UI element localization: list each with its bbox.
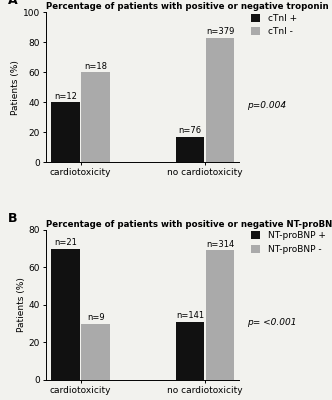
Bar [51,102,80,162]
Text: n=21: n=21 [54,238,77,247]
Legend: NT-proBNP +, NT-proBNP -: NT-proBNP +, NT-proBNP - [251,231,325,254]
Text: B: B [8,212,18,225]
Text: n=141: n=141 [176,311,204,320]
Bar [176,322,204,380]
Text: n=9: n=9 [87,313,105,322]
Bar [206,250,234,380]
Text: p= <0.001: p= <0.001 [247,318,296,328]
Bar [81,72,110,162]
Text: n=379: n=379 [206,27,234,36]
Y-axis label: Patients (%): Patients (%) [17,278,26,332]
Text: Percentage of patients with positive or negative NT-proBNP: Percentage of patients with positive or … [46,220,332,229]
Text: n=76: n=76 [178,126,202,136]
Text: n=12: n=12 [54,92,77,101]
Y-axis label: Patients (%): Patients (%) [11,60,20,114]
Bar [81,324,110,380]
Text: Percentage of patients with positive or negative troponin: Percentage of patients with positive or … [46,2,329,11]
Text: p=0.004: p=0.004 [247,101,286,110]
Text: n=18: n=18 [84,62,107,71]
Bar [51,248,80,380]
Legend: cTnI +, cTnI -: cTnI +, cTnI - [251,14,296,36]
Text: n=314: n=314 [206,240,234,249]
Bar [206,38,234,162]
Text: A: A [8,0,18,7]
Bar [176,137,204,162]
